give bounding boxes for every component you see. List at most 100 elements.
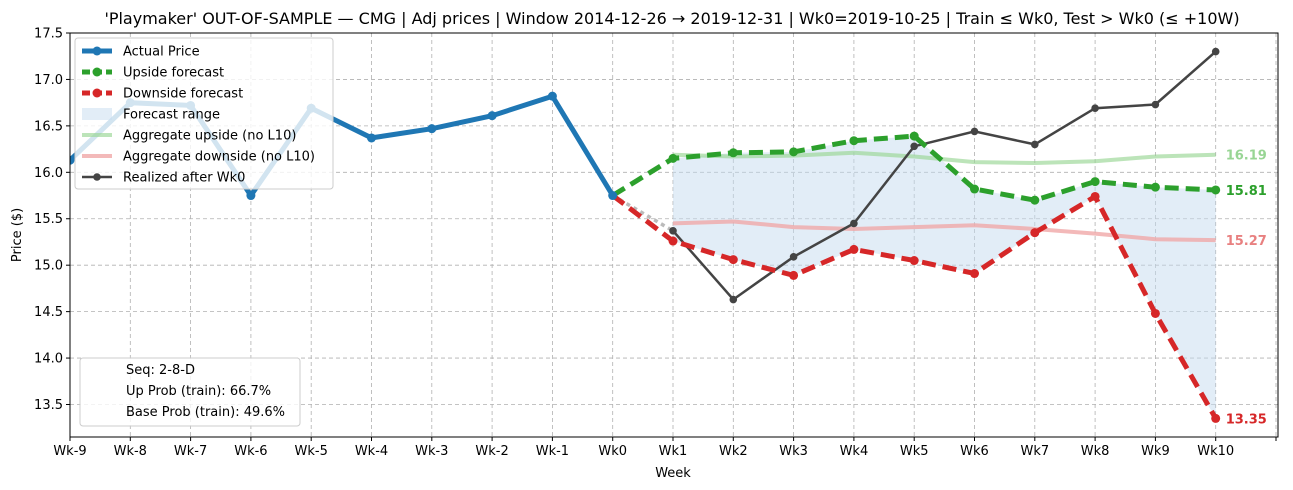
y-tick-label: 17.5 xyxy=(34,27,63,42)
realized-point xyxy=(850,219,858,228)
downside-forecast-point xyxy=(909,256,919,266)
legend-swatch xyxy=(82,108,112,120)
legend-label: Forecast range xyxy=(123,108,220,123)
x-tick-label: Wk-7 xyxy=(174,444,207,459)
x-tick-label: Wk-4 xyxy=(355,444,388,459)
upside-forecast-point xyxy=(789,147,799,157)
end-value-label: 15.27 xyxy=(1226,234,1267,249)
realized-point xyxy=(1151,100,1160,109)
x-tick-label: Wk-3 xyxy=(415,444,448,459)
downside-forecast-point xyxy=(849,244,859,254)
upside-forecast-point xyxy=(668,153,678,163)
legend-label: Downside forecast xyxy=(123,87,243,102)
y-tick-label: 14.5 xyxy=(34,305,63,320)
y-tick-label: 17.0 xyxy=(34,73,63,88)
y-tick-label: 16.5 xyxy=(34,119,63,134)
x-tick-label: Wk3 xyxy=(779,444,808,459)
realized-line xyxy=(672,50,1217,302)
end-value-label: 13.35 xyxy=(1226,412,1267,427)
legend-label: Upside forecast xyxy=(123,66,224,81)
legend-marker xyxy=(92,88,102,98)
upside-forecast-point xyxy=(970,184,979,194)
realized-point xyxy=(729,295,738,304)
x-tick-label: Wk4 xyxy=(840,444,869,459)
x-tick-label: Wk-8 xyxy=(114,444,147,459)
actual-price-point xyxy=(427,124,437,134)
x-tick-label: Wk-2 xyxy=(475,444,508,459)
downside-forecast-point xyxy=(970,269,979,279)
y-axis-label: Price ($) xyxy=(10,208,25,262)
aggregate-upside-line xyxy=(672,150,1216,166)
legend: Actual Price Upside forecast Downside fore… xyxy=(74,37,334,190)
legend-marker xyxy=(93,173,101,181)
x-tick-label: Wk2 xyxy=(719,444,748,459)
actual-price-point xyxy=(70,155,75,165)
end-value-label: 15.81 xyxy=(1226,184,1267,199)
upside-forecast-point xyxy=(1150,182,1160,192)
x-tick-label: Wk1 xyxy=(659,444,688,459)
y-tick-label: 16.0 xyxy=(34,166,63,181)
x-tick-label: Wk6 xyxy=(960,444,989,459)
realized-point xyxy=(910,142,918,151)
end-value-label: 16.19 xyxy=(1226,149,1267,164)
realized-point xyxy=(1031,140,1039,149)
downside-forecast-point xyxy=(668,236,678,246)
plot-frame xyxy=(69,32,1279,438)
actual-price-point xyxy=(608,191,618,201)
upside-forecast-point xyxy=(909,131,919,141)
plot-area: Wk-9 Wk-8 Wk-7 Wk-6 Wk-5 Wk-4 Wk-3 Wk-2 Wk-1 Wk0 W… xyxy=(34,27,1279,459)
actual-price-point xyxy=(487,111,497,121)
x-tick-label: Wk-6 xyxy=(234,444,267,459)
info-box-line: Up Prob (train): 66.7% xyxy=(126,384,271,399)
legend-label: Aggregate downside (no L10) xyxy=(123,150,315,165)
forecast-range-band xyxy=(673,136,1216,419)
downside-forecast-point xyxy=(789,270,799,280)
x-tick-label: Wk5 xyxy=(900,444,929,459)
x-tick-label: Wk-5 xyxy=(295,444,328,459)
realized-point xyxy=(1211,47,1220,56)
x-tick-label: Wk9 xyxy=(1141,444,1170,459)
x-tick-label: Wk10 xyxy=(1197,444,1234,459)
aggregate-downside-line xyxy=(672,219,1216,243)
y-tick-label: 14.0 xyxy=(34,352,63,367)
downside-forecast-point xyxy=(728,255,738,265)
info-box-frame xyxy=(79,357,301,427)
legend-label: Realized after Wk0 xyxy=(123,171,245,186)
y-tick-label: 15.0 xyxy=(34,259,63,274)
upside-forecast-point xyxy=(1030,195,1040,205)
x-tick-label: Wk0 xyxy=(598,444,627,459)
actual-price-point xyxy=(367,133,376,143)
x-tick-label: Wk8 xyxy=(1081,444,1110,459)
x-tick-label: Wk7 xyxy=(1020,444,1049,459)
info-box-line: Seq: 2-8-D xyxy=(126,363,195,378)
realized-point xyxy=(789,253,798,261)
realized-point xyxy=(970,127,979,136)
x-tick-label: Wk-1 xyxy=(536,444,569,459)
upside-forecast-point xyxy=(728,148,738,158)
downside-forecast-point xyxy=(1030,228,1040,238)
actual-price-point xyxy=(547,91,557,101)
y-tick-label: 15.5 xyxy=(34,212,63,227)
x-axis-label: Week xyxy=(655,466,691,481)
downside-forecast-point xyxy=(1150,308,1160,318)
info-box-line: Base Prob (train): 49.6% xyxy=(126,405,285,420)
downside-forecast-point xyxy=(1090,191,1100,201)
legend-label: Actual Price xyxy=(123,45,200,60)
realized-point xyxy=(1091,104,1099,113)
y-tick-label: 13.5 xyxy=(34,398,63,413)
upside-forecast-line xyxy=(611,133,1216,203)
upside-forecast-point xyxy=(1090,177,1100,187)
legend-marker xyxy=(92,46,102,56)
actual-price-point xyxy=(246,191,256,201)
upside-forecast-point xyxy=(849,136,859,146)
x-tick-label: Wk-9 xyxy=(53,444,86,459)
upside-forecast-point xyxy=(1211,185,1221,195)
legend-marker xyxy=(92,67,102,77)
legend-box xyxy=(74,37,334,190)
chart-title: 'Playmaker' OUT-OF-SAMPLE — CMG | Adj pr… xyxy=(104,9,1239,28)
info-box: Seq: 2-8-D Up Prob (train): 66.7% Base Pro… xyxy=(79,357,301,427)
realized-point xyxy=(669,227,677,235)
downside-forecast-point xyxy=(1211,413,1221,423)
legend-label: Aggregate upside (no L10) xyxy=(123,129,296,144)
